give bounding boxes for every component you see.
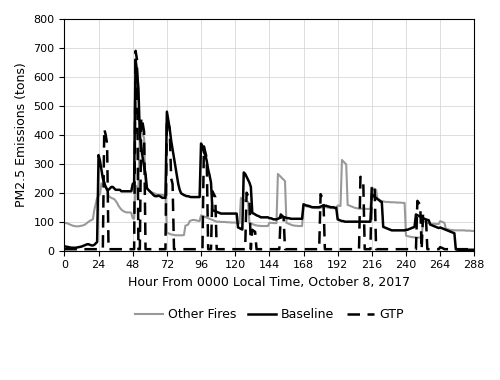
- Baseline: [413, 212, 419, 217]
- Other Fires: [424, 220, 430, 225]
- GTP: [470, 247, 476, 252]
- Baseline: [456, 247, 462, 252]
- Other Fires: [97, 192, 103, 196]
- Other Fires: [437, 219, 443, 223]
- Y-axis label: PM2.5 Emissions (tons): PM2.5 Emissions (tons): [15, 62, 28, 207]
- Other Fires: [413, 235, 419, 240]
- GTP: [132, 49, 138, 53]
- GTP: [269, 247, 275, 252]
- Line: Other Fires: Other Fires: [64, 129, 473, 238]
- GTP: [406, 247, 412, 252]
- Baseline: [423, 217, 429, 222]
- Baseline: [97, 158, 103, 163]
- GTP: [436, 247, 442, 252]
- GTP: [62, 247, 68, 252]
- GTP: [413, 247, 419, 252]
- Other Fires: [414, 235, 420, 240]
- Baseline: [132, 57, 138, 62]
- Other Fires: [470, 229, 476, 233]
- Baseline: [436, 226, 442, 230]
- Other Fires: [62, 221, 68, 225]
- X-axis label: Hour From 0000 Local Time, October 8, 2017: Hour From 0000 Local Time, October 8, 20…: [128, 276, 410, 289]
- Other Fires: [269, 220, 275, 225]
- Baseline: [269, 217, 275, 221]
- Line: GTP: GTP: [64, 51, 473, 249]
- GTP: [97, 247, 103, 252]
- Baseline: [406, 227, 412, 231]
- Other Fires: [137, 127, 143, 131]
- Other Fires: [406, 234, 412, 239]
- Legend: Other Fires, Baseline, GTP: Other Fires, Baseline, GTP: [130, 303, 408, 326]
- Line: Baseline: Baseline: [64, 60, 473, 250]
- GTP: [423, 215, 429, 219]
- Baseline: [470, 247, 476, 252]
- Baseline: [62, 244, 68, 249]
